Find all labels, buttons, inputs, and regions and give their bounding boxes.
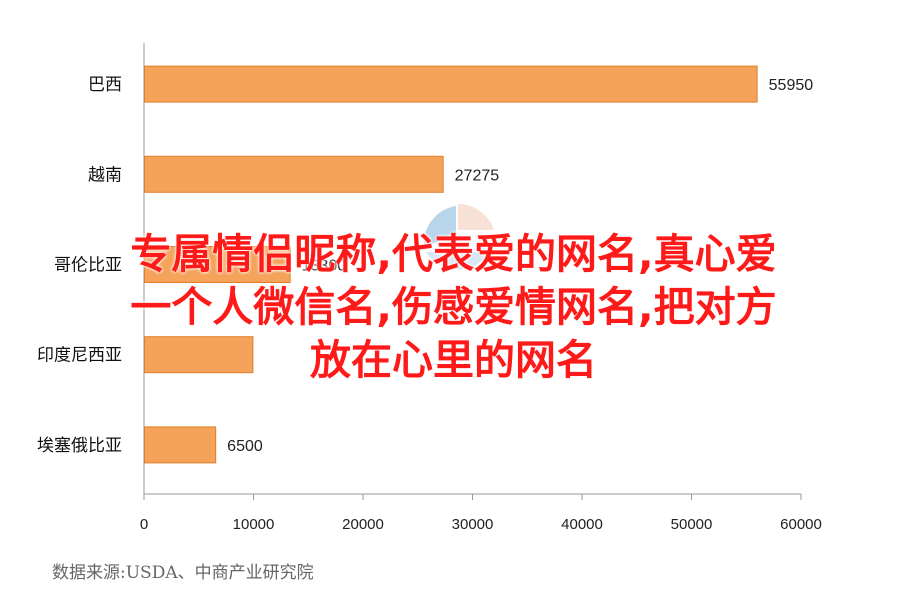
value-label: 13300 [302, 258, 347, 275]
bar [144, 426, 217, 464]
overlay-title-line-3: 放在心里的网名 [310, 336, 597, 384]
category-label: 印度尼西亚 [37, 346, 122, 366]
overlay-title-line-1: 专属情侣昵称,代表爱的网名,真心爱 [130, 230, 777, 278]
x-tick-label: 50000 [671, 516, 713, 533]
category-label: 哥伦比亚 [54, 256, 122, 276]
source-note: 数据来源:USDA、中商产业研究院 [52, 563, 314, 583]
bar [144, 246, 291, 283]
overlay-title-line-2: 一个人微信名,伤感爱情网名,把对方 [130, 283, 777, 331]
logo-watermark-icon [423, 204, 494, 270]
category-label: 巴西 [88, 75, 122, 95]
x-tick-label: 30000 [452, 516, 494, 533]
value-label: 27275 [455, 167, 500, 184]
x-tick-label: 40000 [561, 516, 603, 533]
bar [144, 155, 444, 193]
x-tick-label: 0 [140, 516, 148, 533]
value-label: 55950 [769, 77, 814, 94]
bar [144, 336, 254, 374]
x-tick-label: 10000 [233, 516, 275, 533]
overlay-title: 专属情侣昵称,代表爱的网名,真心爱 一个人微信名,伤感爱情网名,把对方 放在心里… [0, 228, 907, 387]
category-label: 越南 [88, 165, 122, 185]
value-label: 6500 [227, 438, 263, 455]
x-tick-label: 60000 [780, 516, 822, 533]
category-label: 埃塞俄比亚 [37, 436, 122, 456]
x-tick-label: 20000 [342, 516, 384, 533]
bar [144, 65, 758, 103]
